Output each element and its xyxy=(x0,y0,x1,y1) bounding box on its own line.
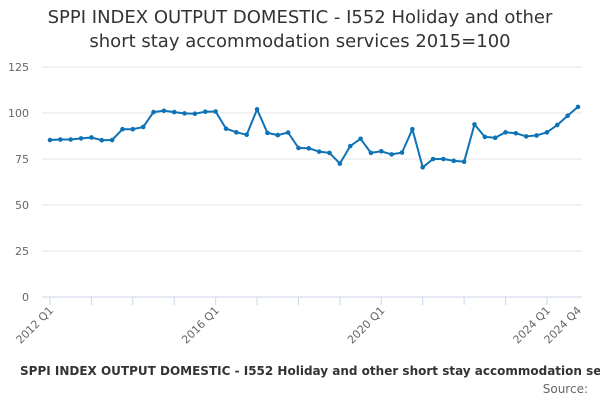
source-label: Source: xyxy=(542,382,588,396)
data-point-8 xyxy=(130,126,136,132)
data-point-4 xyxy=(89,135,94,140)
legend-item-label[interactable]: SPPI INDEX OUTPUT DOMESTIC - I552 Holida… xyxy=(20,364,600,378)
data-series xyxy=(47,104,581,170)
data-point-21 xyxy=(265,130,270,136)
data-point-20 xyxy=(254,107,260,112)
chart-title-line-1: SPPI INDEX OUTPUT DOMESTIC - I552 Holida… xyxy=(47,7,553,28)
data-point-9 xyxy=(140,124,146,130)
y-tick-label-2: 50 xyxy=(15,199,29,212)
data-point-33 xyxy=(389,152,394,157)
data-point-14 xyxy=(192,111,198,117)
series-line xyxy=(49,106,579,169)
data-point-11 xyxy=(161,108,167,114)
data-point-18 xyxy=(234,130,239,135)
data-point-45 xyxy=(513,130,519,136)
data-point-40 xyxy=(461,159,467,165)
gridlines xyxy=(42,66,582,252)
chart-title: SPPI INDEX OUTPUT DOMESTIC - I552 Holida… xyxy=(0,6,600,54)
data-point-46 xyxy=(523,134,529,139)
data-point-15 xyxy=(202,109,208,115)
data-point-25 xyxy=(306,146,312,151)
x-tick-label-1: 2016 Q1 xyxy=(179,304,222,347)
data-point-26 xyxy=(316,149,322,154)
data-point-7 xyxy=(120,126,125,132)
data-point-37 xyxy=(430,156,436,162)
data-point-6 xyxy=(109,137,115,143)
data-point-1 xyxy=(58,137,63,142)
data-point-49 xyxy=(554,122,560,128)
legend[interactable]: SPPI INDEX OUTPUT DOMESTIC - I552 Holida… xyxy=(0,364,600,382)
x-tick-label-2: 2020 Q1 xyxy=(345,304,388,347)
y-tick-label-1: 25 xyxy=(15,245,29,258)
data-point-51 xyxy=(575,104,581,110)
data-point-47 xyxy=(534,133,539,138)
data-point-32 xyxy=(378,148,384,154)
data-point-13 xyxy=(182,111,187,116)
y-tick-label-3: 75 xyxy=(15,153,29,166)
data-point-48 xyxy=(544,130,550,135)
data-point-0 xyxy=(47,137,53,143)
data-point-35 xyxy=(410,126,415,132)
data-point-5 xyxy=(99,137,105,143)
data-point-38 xyxy=(441,156,446,162)
y-axis: 0 25 50 75 100 125 xyxy=(8,61,29,304)
data-point-16 xyxy=(213,109,218,114)
data-point-29 xyxy=(347,143,353,149)
data-point-24 xyxy=(296,145,301,151)
y-tick-label-0: 0 xyxy=(22,291,29,304)
data-point-43 xyxy=(492,135,498,141)
data-point-22 xyxy=(275,132,281,138)
chart-title-line-2: short stay accommodation services 2015=1… xyxy=(89,31,511,52)
data-point-36 xyxy=(420,164,426,170)
data-point-3 xyxy=(78,136,84,141)
data-point-27 xyxy=(327,150,332,156)
data-point-50 xyxy=(565,113,570,119)
data-point-2 xyxy=(68,137,74,142)
data-point-12 xyxy=(171,109,177,115)
data-point-17 xyxy=(223,126,229,131)
data-point-19 xyxy=(244,132,250,138)
data-point-34 xyxy=(399,150,405,155)
data-point-31 xyxy=(368,150,374,156)
data-point-42 xyxy=(482,134,488,140)
y-tick-label-4: 100 xyxy=(8,107,29,120)
data-point-41 xyxy=(472,122,477,127)
data-point-39 xyxy=(451,158,457,164)
data-point-44 xyxy=(503,130,508,135)
data-point-28 xyxy=(337,161,343,166)
x-tick-label-0: 2012 Q1 xyxy=(14,304,57,347)
data-point-23 xyxy=(285,130,291,135)
data-point-30 xyxy=(358,136,363,142)
y-tick-label-5: 125 xyxy=(8,61,29,74)
data-point-10 xyxy=(151,109,156,115)
